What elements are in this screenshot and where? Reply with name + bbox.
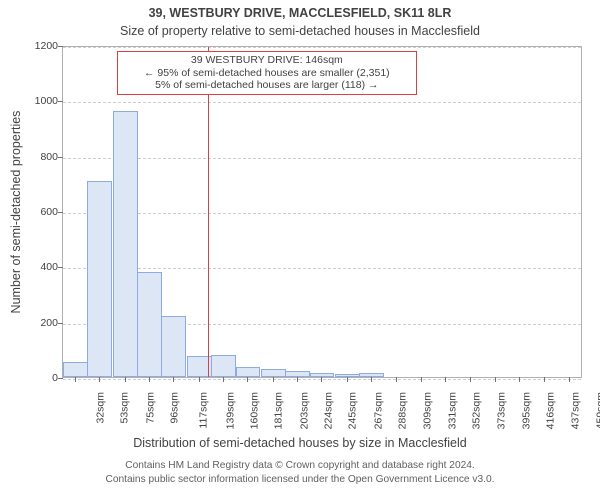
xtick-label: 75sqm	[144, 392, 156, 424]
gridline-h	[63, 47, 581, 48]
xtick-label: 245sqm	[347, 392, 359, 429]
histogram-bar	[261, 369, 286, 377]
annotation-box: 39 WESTBURY DRIVE: 146sqm← 95% of semi-d…	[117, 51, 417, 95]
ytick-label: 0	[4, 372, 58, 384]
xtick-mark	[125, 377, 126, 382]
xtick-mark	[321, 377, 322, 382]
histogram-bar	[236, 367, 261, 377]
xtick-mark	[75, 377, 76, 382]
xtick-label: 309sqm	[421, 392, 433, 429]
annotation-line: 39 WESTBURY DRIVE: 146sqm	[122, 54, 412, 67]
xtick-label: 459sqm	[595, 392, 600, 429]
histogram-bar	[137, 272, 162, 377]
plot-area: 39 WESTBURY DRIVE: 146sqm← 95% of semi-d…	[62, 46, 582, 378]
attribution-line2: Contains public sector information licen…	[0, 474, 600, 485]
xtick-mark	[99, 377, 100, 382]
xtick-label: 53sqm	[119, 392, 131, 424]
chart-container: 39, WESTBURY DRIVE, MACCLESFIELD, SK11 8…	[0, 0, 600, 500]
y-axis-label: Number of semi-detached properties	[9, 111, 23, 314]
xtick-mark	[149, 377, 150, 382]
xtick-mark	[421, 377, 422, 382]
xtick-mark	[199, 377, 200, 382]
xtick-label: 437sqm	[569, 392, 581, 429]
histogram-bar	[211, 355, 236, 377]
ytick-mark	[58, 267, 63, 268]
xtick-label: 267sqm	[372, 392, 384, 429]
xtick-mark	[495, 377, 496, 382]
reference-line	[208, 47, 209, 377]
xtick-label: 395sqm	[520, 392, 532, 429]
x-axis-label: Distribution of semi-detached houses by …	[0, 436, 600, 450]
xtick-label: 139sqm	[224, 392, 236, 429]
gridline-h	[63, 213, 581, 214]
gridline-h	[63, 158, 581, 159]
xtick-label: 160sqm	[248, 392, 260, 429]
ytick-label: 200	[4, 317, 58, 329]
xtick-label: 416sqm	[545, 392, 557, 429]
ytick-mark	[58, 323, 63, 324]
xtick-mark	[519, 377, 520, 382]
histogram-bar	[113, 111, 138, 377]
histogram-bar	[63, 362, 88, 377]
histogram-bar	[87, 181, 112, 377]
xtick-label: 352sqm	[471, 392, 483, 429]
xtick-mark	[173, 377, 174, 382]
xtick-label: 373sqm	[495, 392, 507, 429]
ytick-mark	[58, 101, 63, 102]
annotation-line: ← 95% of semi-detached houses are smalle…	[122, 67, 412, 80]
ytick-mark	[58, 157, 63, 158]
ytick-mark	[58, 46, 63, 47]
xtick-mark	[445, 377, 446, 382]
xtick-mark	[273, 377, 274, 382]
xtick-label: 224sqm	[322, 392, 334, 429]
xtick-label: 32sqm	[94, 392, 106, 424]
xtick-label: 331sqm	[446, 392, 458, 429]
xtick-label: 288sqm	[397, 392, 409, 429]
xtick-mark	[396, 377, 397, 382]
xtick-mark	[569, 377, 570, 382]
chart-title-line2: Size of property relative to semi-detach…	[0, 24, 600, 38]
xtick-mark	[371, 377, 372, 382]
histogram-bar	[161, 316, 186, 377]
gridline-h	[63, 268, 581, 269]
xtick-label: 203sqm	[298, 392, 310, 429]
xtick-label: 181sqm	[273, 392, 285, 429]
xtick-mark	[470, 377, 471, 382]
ytick-label: 1200	[4, 40, 58, 52]
chart-title-line1: 39, WESTBURY DRIVE, MACCLESFIELD, SK11 8…	[0, 6, 600, 20]
xtick-mark	[223, 377, 224, 382]
gridline-h	[63, 102, 581, 103]
xtick-mark	[297, 377, 298, 382]
xtick-label: 117sqm	[198, 392, 210, 429]
xtick-label: 96sqm	[168, 392, 180, 424]
xtick-mark	[247, 377, 248, 382]
ytick-label: 1000	[4, 95, 58, 107]
annotation-line: 5% of semi-detached houses are larger (1…	[122, 79, 412, 92]
xtick-mark	[544, 377, 545, 382]
xtick-mark	[347, 377, 348, 382]
attribution-line1: Contains HM Land Registry data © Crown c…	[0, 460, 600, 471]
ytick-mark	[58, 212, 63, 213]
x-axis: 32sqm 53sqm 75sqm 96sqm 117sqm 139sqm 160sqm 18…	[62, 378, 582, 438]
